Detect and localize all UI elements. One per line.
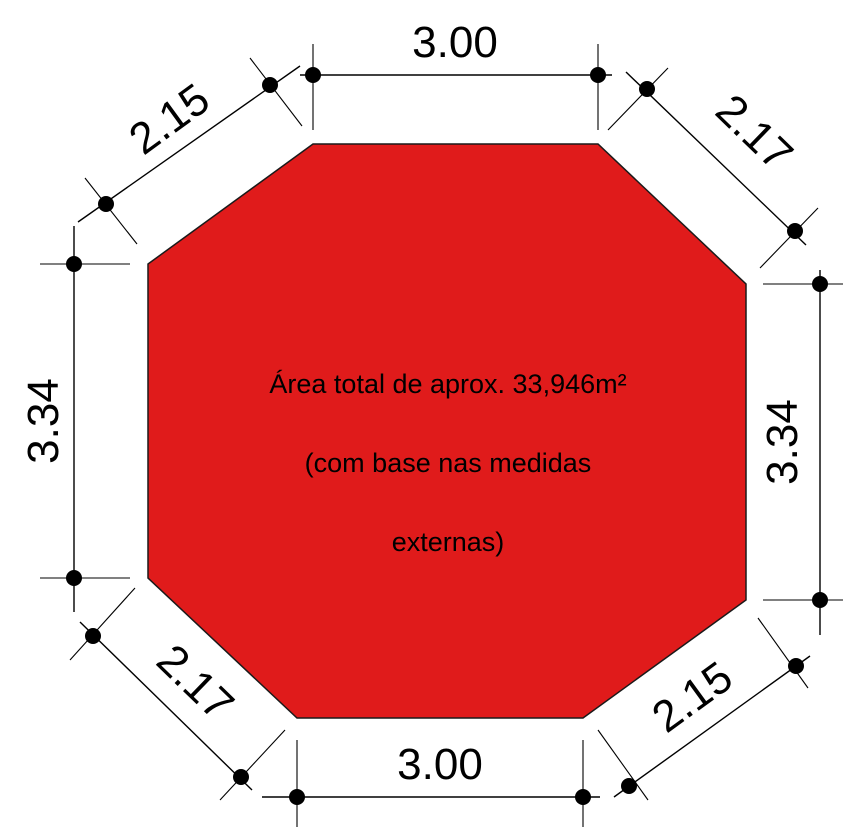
area-label-line3: externas) bbox=[392, 527, 505, 557]
dim-right: 3.34 bbox=[758, 270, 843, 635]
dim-bottom: 3.00 bbox=[262, 740, 600, 827]
dim-top: 3.00 bbox=[300, 18, 612, 130]
dim-label-bottom: 3.00 bbox=[397, 740, 483, 789]
octagon-area bbox=[147, 143, 747, 719]
dim-label-top-left: 2.15 bbox=[120, 74, 218, 164]
dim-label-right: 3.34 bbox=[758, 399, 807, 485]
area-label-line1: Área total de aprox. 33,946m² bbox=[269, 369, 626, 399]
dim-label-left: 3.34 bbox=[19, 378, 68, 464]
dim-label-top-right: 2.17 bbox=[706, 85, 802, 180]
dim-left: 3.34 bbox=[19, 226, 130, 612]
dim-label-top: 3.00 bbox=[412, 18, 498, 67]
dim-label-bottom-right: 2.15 bbox=[643, 652, 741, 742]
area-label-line2: (com base nas medidas bbox=[305, 448, 592, 478]
